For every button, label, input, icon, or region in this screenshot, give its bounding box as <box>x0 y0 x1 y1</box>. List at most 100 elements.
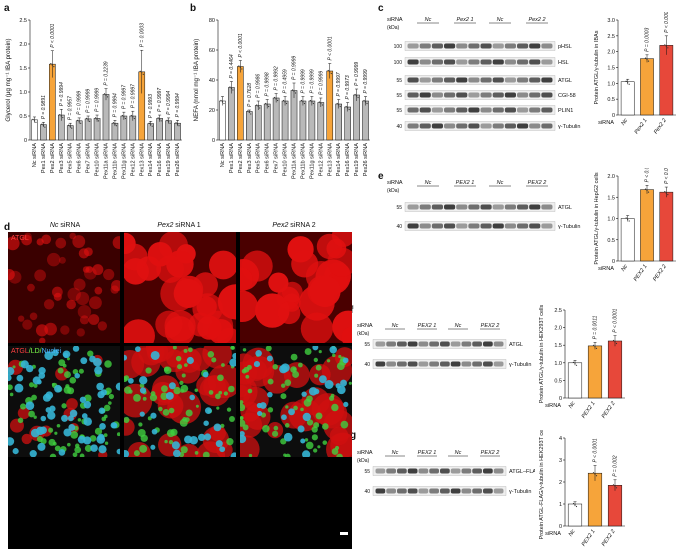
data-point <box>97 120 100 122</box>
p-value-label: P = 0.9997 <box>130 84 136 108</box>
blot-band <box>456 107 468 113</box>
bar <box>84 118 92 141</box>
p-value-label: P < 0.0001 <box>50 23 56 47</box>
data-point <box>60 115 62 117</box>
data-point <box>293 90 295 93</box>
data-point <box>259 107 261 109</box>
blot-band <box>529 77 541 83</box>
blot-band <box>386 468 396 474</box>
blot-band <box>375 361 386 367</box>
panel-letter-c: c <box>378 3 384 14</box>
blot-band <box>444 107 456 113</box>
data-point <box>614 341 616 343</box>
y-axis-label: Protein ATGL/γ-tubulin in HepG2 cells <box>594 172 600 264</box>
nucleus <box>83 417 92 426</box>
data-point <box>595 475 598 477</box>
data-point <box>239 66 241 69</box>
y-tick-label: 2 <box>559 480 562 486</box>
nucleus <box>189 394 195 401</box>
data-point <box>294 92 297 94</box>
data-point <box>354 93 356 96</box>
blot-sirna-label: siRNA <box>387 180 403 186</box>
atgl-signal <box>43 299 55 310</box>
blot-band <box>444 43 456 49</box>
category-label: Pex11a siRNA <box>292 143 298 179</box>
nucleus <box>240 434 247 444</box>
lipid-droplet <box>9 392 14 397</box>
category-label: Pex11b siRNA <box>112 143 118 179</box>
blot-band <box>529 223 541 229</box>
data-point <box>572 502 575 505</box>
nucleus <box>96 382 104 391</box>
blot-band <box>397 361 407 367</box>
lipid-droplet <box>150 391 156 397</box>
nucleus <box>283 432 293 442</box>
y-tick-label: 1.0 <box>607 217 615 223</box>
atgl-signal <box>166 250 194 278</box>
category-label: Nc siRNA <box>220 143 226 168</box>
atgl-signal <box>240 401 261 422</box>
axis-title-sirna: siRNA <box>545 403 561 409</box>
blot-band <box>386 341 396 347</box>
y-tick-label: 1.5 <box>554 343 562 349</box>
chart-atgl-hek293t: 0 0.5 1.0 1.5 2.0 2.5 Protein ATGL/γ-tubulin i… <box>539 304 625 420</box>
y-axis-label: NEFA (nmol mg⁻¹ IBA protein) <box>193 39 200 122</box>
data-point <box>275 98 277 100</box>
atgl-signal <box>243 355 275 387</box>
atgl-signal <box>97 321 108 331</box>
lipid-droplet <box>142 396 147 401</box>
blot-band <box>480 59 492 65</box>
y-tick-label: 20 <box>209 108 215 114</box>
data-point <box>139 70 141 72</box>
blot-strip <box>404 121 556 131</box>
data-point <box>612 339 615 342</box>
category-label: Pex3 siRNA <box>59 143 65 173</box>
blot-band <box>468 77 480 83</box>
y-tick-label: 1.5 <box>607 195 615 201</box>
lipid-droplet <box>262 424 270 433</box>
p-value-label: P < 0.0001 <box>238 33 244 57</box>
p-value-label: P = 0.9999 <box>300 69 306 93</box>
blot-sirna-label: siRNA <box>357 323 373 329</box>
lipid-droplet <box>267 407 274 413</box>
blot-band <box>468 123 480 129</box>
lipid-droplet <box>104 360 112 368</box>
lipid-droplet <box>340 420 349 429</box>
y-tick-label: 0 <box>559 396 562 402</box>
blot-lane-label: Nc <box>455 323 462 329</box>
blot-band <box>418 361 429 367</box>
axis-title-sirna: siRNA <box>545 531 561 537</box>
p-value-label: P = 0.0003 <box>645 27 651 51</box>
atgl-signal <box>38 337 46 343</box>
category-label: Pex6 siRNA <box>77 143 83 173</box>
blot-band <box>529 107 541 113</box>
category-label: Pex5 siRNA <box>68 143 74 173</box>
blot-band <box>407 488 418 494</box>
data-point <box>121 114 123 117</box>
data-point <box>151 125 153 127</box>
data-point <box>176 123 179 125</box>
lipid-droplet <box>271 430 279 437</box>
blot-band <box>456 77 468 83</box>
lipid-droplet <box>173 386 181 395</box>
lipid-droplet <box>61 403 67 409</box>
data-point <box>644 188 647 190</box>
lipid-droplet <box>195 404 199 408</box>
lipid-droplet <box>168 407 175 414</box>
micrograph-background <box>8 232 120 343</box>
blot-band <box>456 223 468 229</box>
lipid-droplet <box>306 419 314 426</box>
data-point <box>148 122 150 124</box>
blot-band-label: ATGL–FLAG <box>509 469 535 475</box>
blot-band <box>419 223 431 229</box>
data-point <box>265 102 267 105</box>
category-label: Nc <box>568 401 577 410</box>
p-value-label: P = 0.9986 <box>256 74 262 98</box>
bar <box>102 94 110 141</box>
data-point <box>241 68 243 70</box>
blot-marker-label: 55 <box>364 342 370 348</box>
category-label: Pex2 siRNA <box>238 143 244 173</box>
lipid-droplet <box>273 425 279 431</box>
data-point <box>574 363 576 365</box>
lipid-droplet <box>348 381 352 385</box>
